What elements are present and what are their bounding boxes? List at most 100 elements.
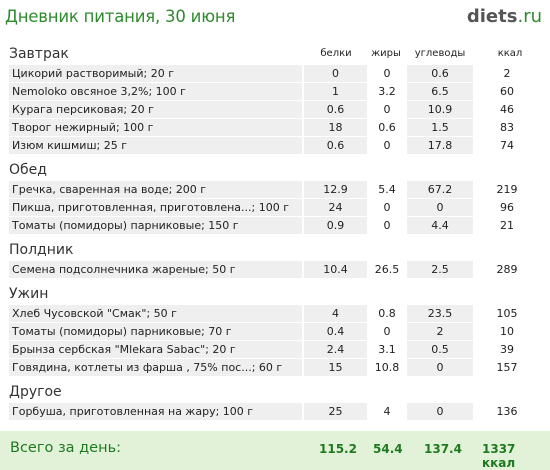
food-name[interactable]: Гречка, сваренная на воде; 200 г [9, 181, 302, 198]
food-fat: 0 [383, 103, 391, 116]
food-kcal: 219 [496, 183, 518, 196]
food-carbs: 0.5 [407, 341, 473, 358]
food-name[interactable]: Хлеб Чусовской "Смак"; 50 г [9, 305, 302, 322]
meal-section: Обед Гречка, сваренная на воде; 200 г 12.9… [0, 160, 550, 240]
food-kcal: 21 [500, 219, 514, 232]
food-fat: 5.4 [378, 183, 396, 196]
food-name[interactable]: Томаты (помидоры) парниковые; 70 г [9, 323, 302, 340]
meal-section-header: Ужин [0, 284, 550, 305]
food-carbs: 17.8 [407, 137, 473, 154]
food-kcal: 136 [496, 405, 518, 418]
food-row[interactable]: Гречка, сваренная на воде; 200 г 12.9 5.4 6… [0, 181, 550, 198]
food-name[interactable]: Nemoloko овсяное 3,2%; 100 г [9, 83, 302, 100]
food-fat: 0.8 [378, 307, 396, 320]
page-header: Дневник питания, 30 июня diets.ru [0, 0, 550, 34]
logo-tld: .ru [517, 6, 542, 27]
food-carbs: 10.9 [407, 101, 473, 118]
site-logo[interactable]: diets.ru [467, 6, 542, 27]
food-kcal: 96 [500, 201, 514, 214]
food-carbs: 0.6 [407, 65, 473, 82]
meal-section: Ужин Хлеб Чусовской "Смак"; 50 г 4 0.8 23.5 1… [0, 284, 550, 382]
food-carbs: 2.5 [407, 261, 473, 278]
food-row[interactable]: Хлеб Чусовской "Смак"; 50 г 4 0.8 23.5 105 [0, 305, 550, 322]
food-fat: 0.6 [378, 121, 396, 134]
food-protein: 0.6 [304, 101, 367, 118]
food-name[interactable]: Творог нежирный; 100 г [9, 119, 302, 136]
food-kcal: 60 [500, 85, 514, 98]
column-header-fat: жиры [371, 48, 401, 59]
food-fat: 0 [383, 139, 391, 152]
food-name[interactable]: Семена подсолнечника жареные; 50 г [9, 261, 302, 278]
total-protein: 115.2 [319, 442, 357, 456]
meal-section-header: Завтрак белки жиры углеводы ккал [0, 44, 550, 65]
food-row[interactable]: Томаты (помидоры) парниковые; 70 г 0.4 0 2 1… [0, 323, 550, 340]
food-carbs: 0 [407, 359, 473, 376]
food-carbs: 67.2 [407, 181, 473, 198]
food-fat: 4 [383, 405, 391, 418]
food-protein: 4 [304, 305, 367, 322]
meal-section-header: Полдник [0, 240, 550, 261]
food-fat: 0 [383, 219, 391, 232]
meal-section-header: Обед [0, 160, 550, 181]
food-carbs: 6.5 [407, 83, 473, 100]
meal-section-header: Другое [0, 382, 550, 403]
food-carbs: 0 [407, 403, 473, 420]
food-carbs: 0 [407, 199, 473, 216]
food-protein: 10.4 [304, 261, 367, 278]
food-fat: 26.5 [374, 263, 400, 276]
food-name[interactable]: Говядина, котлеты из фарша , 75% пос...;… [9, 359, 302, 376]
food-name[interactable]: Изюм кишмиш; 25 г [9, 137, 302, 154]
food-name[interactable]: Цикорий растворимый; 20 г [9, 65, 302, 82]
food-row[interactable]: Цикорий растворимый; 20 г 0 0 0.6 2 [0, 65, 550, 82]
food-kcal: 46 [500, 103, 514, 116]
food-row[interactable]: Брынза сербская "Mlekara Sabac"; 20 г 2.4… [0, 341, 550, 358]
food-fat: 10.8 [374, 361, 400, 374]
food-kcal: 105 [496, 307, 518, 320]
section-spacer [0, 421, 550, 426]
food-row[interactable]: Пикша, приготовленная, приготовлена...; … [0, 199, 550, 216]
total-fat: 54.4 [373, 442, 403, 456]
food-row[interactable]: Изюм кишмиш; 25 г 0.6 0 17.8 74 [0, 137, 550, 154]
food-kcal: 83 [500, 121, 514, 134]
meal-name: Обед [9, 162, 47, 178]
food-protein: 24 [304, 199, 367, 216]
food-fat: 0 [383, 201, 391, 214]
logo-main: diets [466, 6, 518, 27]
food-kcal: 39 [500, 343, 514, 356]
totals-label: Всего за день: [10, 440, 122, 456]
food-row[interactable]: Говядина, котлеты из фарша , 75% пос...;… [0, 359, 550, 376]
meal-section: Завтрак белки жиры углеводы ккал Цикорий раст… [0, 44, 550, 160]
food-row[interactable]: Семена подсолнечника жареные; 50 г 10.4 26… [0, 261, 550, 278]
food-kcal: 289 [496, 263, 518, 276]
food-name[interactable]: Горбуша, приготовленная на жару; 100 г [9, 403, 302, 420]
total-kcal: 1337 ккал [482, 442, 516, 470]
food-carbs: 23.5 [407, 305, 473, 322]
food-row[interactable]: Nemoloko овсяное 3,2%; 100 г 1 3.2 6.5 60 [0, 83, 550, 100]
food-protein: 2.4 [304, 341, 367, 358]
meal-section: Полдник Семена подсолнечника жареные; 50 … [0, 240, 550, 284]
food-fat: 0 [383, 325, 391, 338]
food-fat: 3.1 [378, 343, 396, 356]
food-row[interactable]: Томаты (помидоры) парниковые; 150 г 0.9 0 4… [0, 217, 550, 234]
food-fat: 0 [383, 67, 391, 80]
food-row[interactable]: Горбуша, приготовленная на жару; 100 г 25… [0, 403, 550, 420]
food-name[interactable]: Томаты (помидоры) парниковые; 150 г [9, 217, 302, 234]
total-carbs: 137.4 [424, 442, 462, 456]
meal-name: Завтрак [9, 46, 69, 62]
food-name[interactable]: Брынза сербская "Mlekara Sabac"; 20 г [9, 341, 302, 358]
food-carbs: 2 [407, 323, 473, 340]
food-protein: 0 [304, 65, 367, 82]
food-name[interactable]: Курага персиковая; 20 г [9, 101, 302, 118]
page-title: Дневник питания, 30 июня [5, 7, 236, 26]
column-headers: белки жиры углеводы ккал [0, 48, 550, 62]
food-protein: 1 [304, 83, 367, 100]
meal-name: Полдник [9, 242, 74, 258]
food-row[interactable]: Творог нежирный; 100 г 18 0.6 1.5 83 [0, 119, 550, 136]
food-carbs: 4.4 [407, 217, 473, 234]
food-protein: 12.9 [304, 181, 367, 198]
food-name[interactable]: Пикша, приготовленная, приготовлена...; … [9, 199, 302, 216]
food-row[interactable]: Курага персиковая; 20 г 0.6 0 10.9 46 [0, 101, 550, 118]
food-kcal: 157 [496, 361, 518, 374]
column-header-protein: белки [320, 48, 352, 59]
food-protein: 0.6 [304, 137, 367, 154]
